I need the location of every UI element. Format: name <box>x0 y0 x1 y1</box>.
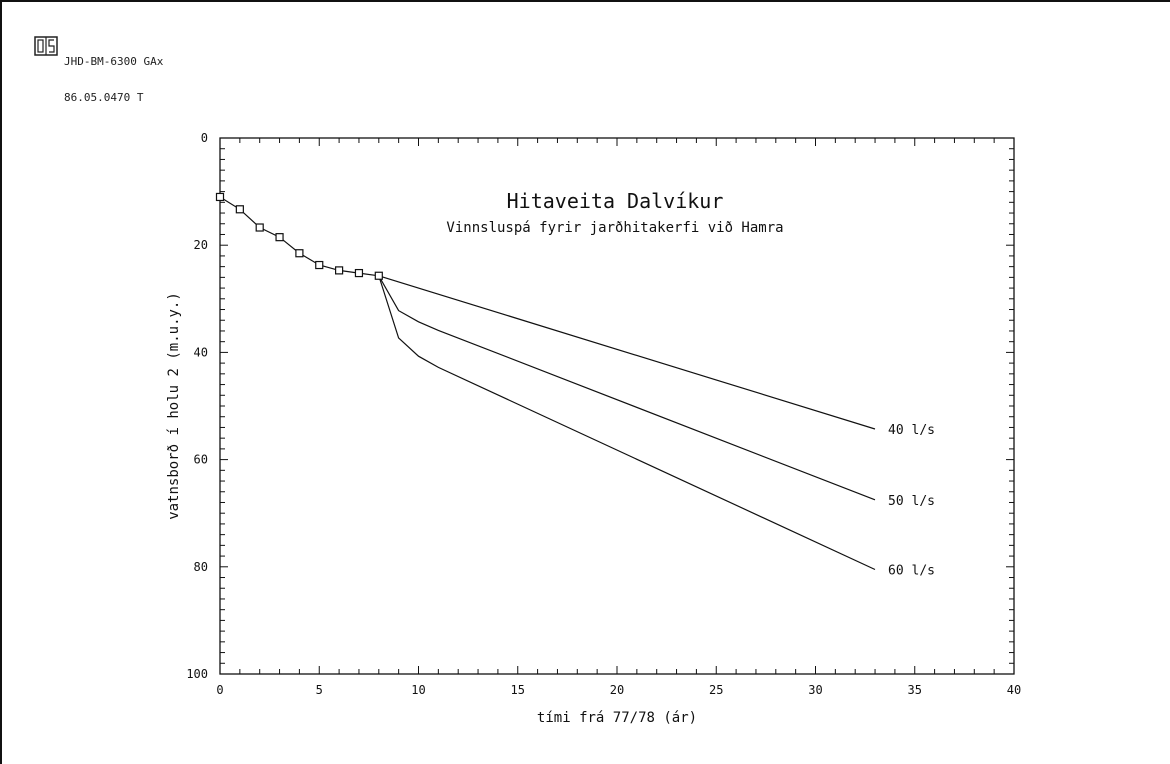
y-axis-label: vatnsborð í holu 2 (m.u.y.) <box>166 292 182 520</box>
stamp-line-1: JHD-BM-6300 GAx <box>64 55 164 68</box>
y-tick-label: 40 <box>194 345 208 359</box>
series-lines <box>219 196 876 571</box>
x-tick-label: 0 <box>216 683 223 697</box>
x-tick-labels: 0 5 10 15 20 25 30 35 40 <box>216 683 1021 697</box>
data-point <box>335 266 344 275</box>
data-point <box>255 223 264 232</box>
plot-area <box>219 137 1015 675</box>
series-line <box>378 275 876 430</box>
series-labels: 40 l/s 50 l/s 60 l/s <box>888 423 935 578</box>
x-tick-label: 35 <box>908 683 922 697</box>
data-point <box>235 205 244 214</box>
x-tick-label: 20 <box>610 683 624 697</box>
x-tick-label: 5 <box>316 683 323 697</box>
data-point <box>354 268 364 278</box>
x-axis-label: tími frá 77/78 (ár) <box>537 710 697 726</box>
data-point <box>374 271 383 280</box>
data-point <box>315 260 324 270</box>
y-tick-label: 20 <box>194 238 208 252</box>
stamp-line-2: 86.05.0470 T <box>64 91 144 104</box>
x-tick-label: 15 <box>511 683 525 697</box>
series-label: 40 l/s <box>888 423 935 438</box>
chart-subtitle: Vinnsluspá fyrir jarðhitakerfi við Hamra <box>446 220 783 236</box>
chart-title: Hitaveita Dalvíkur <box>507 189 724 213</box>
data-point <box>215 192 225 202</box>
x-tick-label: 25 <box>709 683 723 697</box>
x-tick-label: 30 <box>808 683 822 697</box>
series-label: 50 l/s <box>888 494 935 509</box>
y-tick-labels: 0 20 40 60 80 100 <box>186 131 208 681</box>
data-point <box>295 249 304 258</box>
series-line <box>378 275 876 571</box>
measured-markers <box>215 192 383 280</box>
series-label: 60 l/s <box>888 563 935 578</box>
axis-ticks <box>219 137 1015 675</box>
x-tick-label: 40 <box>1007 683 1021 697</box>
y-tick-label: 60 <box>194 453 208 467</box>
y-tick-label: 80 <box>194 560 208 574</box>
data-point <box>275 233 284 242</box>
os-logo <box>34 36 58 56</box>
y-tick-label: 0 <box>201 131 208 145</box>
x-tick-label: 10 <box>411 683 425 697</box>
y-tick-label: 100 <box>186 667 208 681</box>
series-line <box>378 275 876 501</box>
